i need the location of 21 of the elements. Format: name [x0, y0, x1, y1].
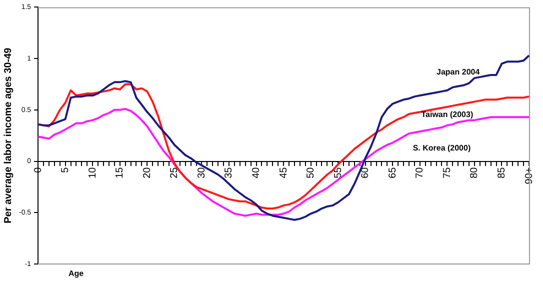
x-tick-label: 50: [306, 166, 317, 178]
x-tick-label: 5: [60, 166, 72, 173]
x-axis-title: Age: [68, 269, 84, 278]
series-label: Taiwan (2003): [421, 110, 474, 120]
series-label: Japan 2004: [436, 68, 480, 76]
x-tick-label: 35: [224, 166, 235, 178]
x-tick-label: 20: [142, 166, 153, 178]
y-axis-title: Per average labor income ages 30-49: [2, 47, 14, 224]
x-tick-label: 85: [496, 166, 508, 178]
x-tick-label: 70: [414, 166, 426, 178]
x-tick-label: 10: [87, 166, 98, 178]
x-tick-label: 40: [251, 166, 262, 178]
x-tick-label: 75: [442, 166, 453, 178]
x-tick-label: 45: [278, 166, 290, 178]
x-tick-label: 65: [387, 166, 398, 178]
x-tick-label: 25: [169, 166, 180, 178]
x-tick-label: 60: [360, 166, 372, 178]
series-label: S. Korea (2000): [412, 144, 471, 153]
x-tick-label: 30: [196, 166, 208, 178]
x-tick-label: 80: [469, 166, 480, 178]
x-tick-label: 15: [114, 166, 126, 178]
